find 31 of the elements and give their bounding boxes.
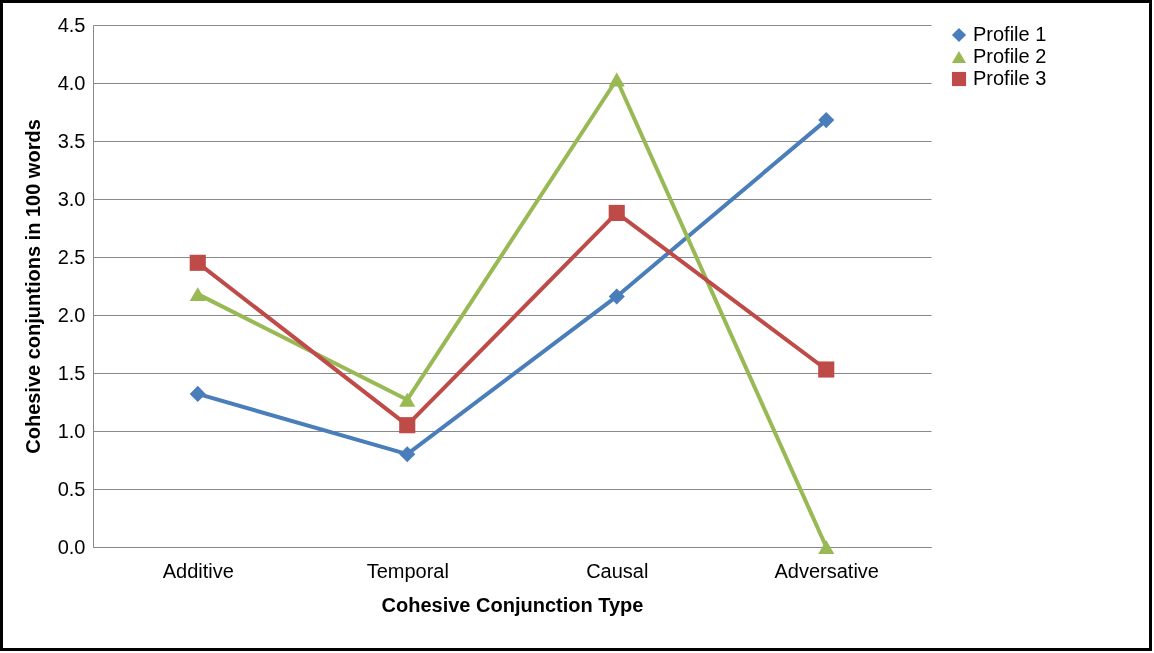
point (608, 72, 625, 87)
point (608, 204, 625, 221)
y-tick-label: 0.5 (57, 477, 86, 500)
point (818, 540, 835, 554)
y-tick-label: 3.0 (57, 187, 86, 210)
x-tick-label: Temporal (366, 559, 449, 582)
y-tick-label: 1.0 (57, 419, 86, 442)
x-tick-label: Additive (162, 559, 234, 582)
x-axis-title: Cohesive Conjunction Type (381, 593, 644, 616)
point (818, 361, 835, 378)
legend-label: Profile 3 (973, 67, 1047, 89)
point (818, 112, 835, 129)
legend-label: Profile 1 (973, 23, 1047, 45)
y-tick-label: 2.5 (57, 245, 86, 268)
y-tick-label: 2.0 (57, 303, 86, 326)
legend-label: Profile 2 (973, 45, 1047, 67)
point (189, 385, 206, 402)
x-tick-label: Causal (586, 559, 649, 582)
point (399, 417, 416, 434)
point (399, 392, 416, 407)
point (608, 288, 625, 305)
y-tick-label: 4.5 (57, 13, 86, 36)
y-tick-label: 3.5 (57, 129, 86, 152)
point (189, 287, 206, 302)
point (189, 254, 206, 271)
y-tick-label: 4.0 (57, 71, 86, 94)
y-tick-label: 0.0 (57, 535, 86, 558)
x-tick-label: Adversative (774, 559, 879, 582)
y-axis-title: Cohesive conjuntions in 100 words (21, 119, 44, 454)
point (399, 446, 416, 463)
y-tick-label: 1.5 (57, 361, 86, 384)
